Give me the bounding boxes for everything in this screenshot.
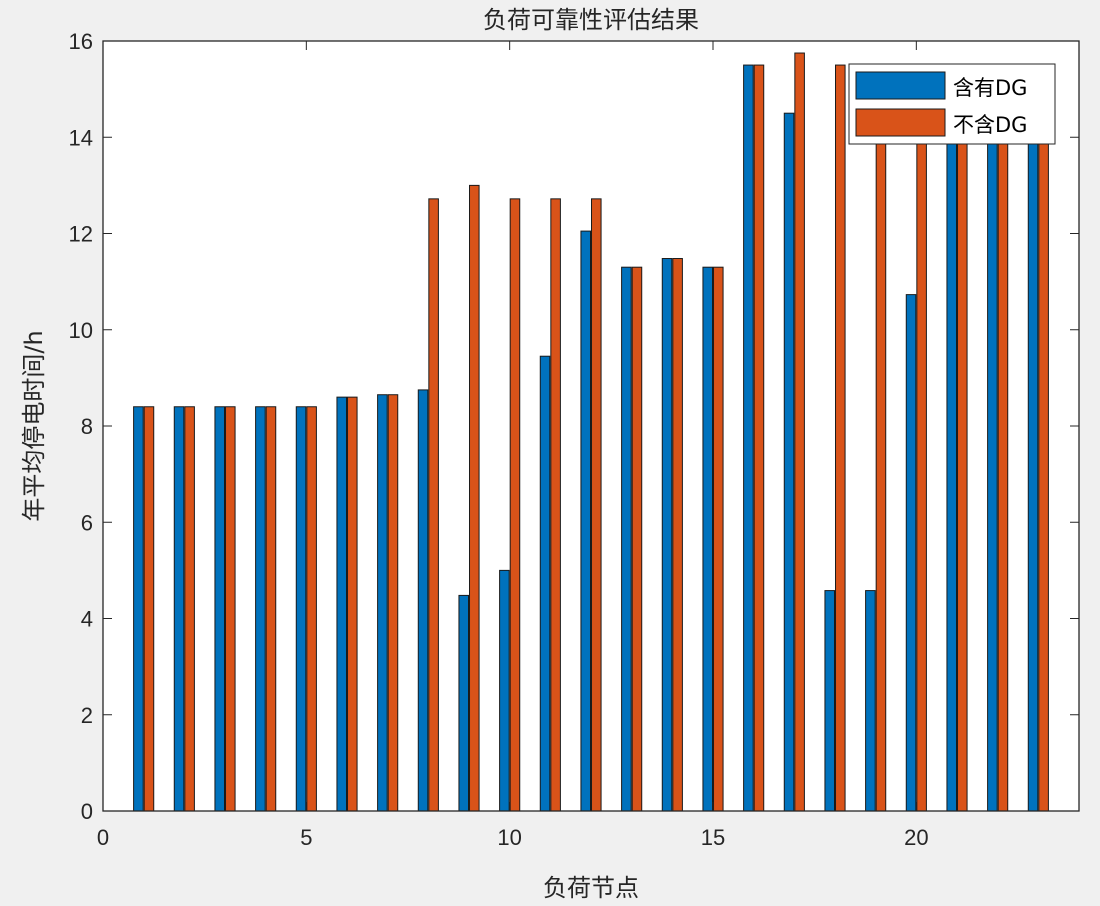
bar-series-2-node-13 bbox=[631, 266, 643, 812]
bar-series-1-node-3 bbox=[214, 406, 226, 812]
bar-series-2-node-9 bbox=[469, 184, 480, 812]
bar-series-1-node-12 bbox=[580, 230, 592, 812]
bar-series-2-node-6 bbox=[347, 396, 358, 812]
y-tick-label: 10 bbox=[69, 318, 93, 343]
x-tick-label: 20 bbox=[904, 825, 928, 850]
x-tick-label: 15 bbox=[701, 825, 725, 850]
bar-series-2-node-15 bbox=[713, 266, 724, 812]
bar-series-2-node-2 bbox=[184, 406, 195, 812]
bar-series-2-node-8 bbox=[428, 198, 439, 812]
bar-series-2-node-11 bbox=[550, 198, 561, 812]
bar-series-2-node-20 bbox=[916, 127, 927, 812]
x-tick-label: 0 bbox=[97, 825, 109, 850]
legend-swatch-with-dg bbox=[855, 71, 946, 100]
bar-series-2-node-19 bbox=[875, 127, 887, 812]
bar-series-2-node-17 bbox=[794, 52, 805, 812]
legend-swatch-without-dg bbox=[855, 108, 946, 137]
bar-series-2-node-12 bbox=[591, 198, 602, 812]
y-tick-label: 2 bbox=[81, 703, 93, 728]
bar-series-1-node-9 bbox=[458, 594, 470, 812]
x-tick-label: 10 bbox=[497, 825, 521, 850]
bar-series-1-node-17 bbox=[783, 112, 795, 812]
bar-series-2-node-16 bbox=[753, 64, 765, 812]
bar-series-1-node-20 bbox=[905, 294, 917, 812]
bar-series-1-node-4 bbox=[255, 406, 266, 812]
chart-title: 负荷可靠性评估结果 bbox=[483, 6, 699, 34]
x-tick-label: 5 bbox=[300, 825, 312, 850]
y-tick-label: 8 bbox=[81, 414, 93, 439]
bar-series-1-node-6 bbox=[336, 396, 348, 812]
legend-label-without-dg: 不含DG bbox=[953, 113, 1027, 137]
bar-series-1-node-23 bbox=[1027, 127, 1039, 812]
y-tick-label: 0 bbox=[81, 799, 93, 824]
bar-series-1-node-1 bbox=[133, 406, 144, 812]
bar-series-1-node-2 bbox=[173, 406, 185, 812]
bar-series-1-node-19 bbox=[865, 590, 876, 812]
bar-series-2-node-1 bbox=[143, 406, 155, 812]
ticks-group: 0 5 10 15 20 0 2 4 6 8 10 12 14 16 bbox=[69, 29, 1079, 850]
bar-series-1-node-13 bbox=[621, 266, 632, 812]
bar-series-2-node-14 bbox=[672, 258, 683, 812]
bar-series-1-node-16 bbox=[743, 64, 754, 812]
bar-series-1-node-18 bbox=[824, 590, 836, 812]
y-tick-label: 14 bbox=[69, 125, 93, 150]
bar-series-2-node-7 bbox=[387, 394, 399, 812]
bar-series-1-node-22 bbox=[987, 127, 998, 812]
y-axis-title: 年平均停电时间/h bbox=[20, 330, 48, 521]
y-tick-label: 12 bbox=[69, 222, 93, 247]
y-tick-label: 4 bbox=[81, 607, 93, 632]
bar-series-2-node-23 bbox=[1038, 127, 1049, 812]
bar-series-2-node-21 bbox=[957, 127, 968, 812]
legend-label-with-dg: 含有DG bbox=[953, 76, 1027, 100]
bar-series-2-node-4 bbox=[265, 406, 277, 812]
bar-series-1-node-10 bbox=[499, 569, 510, 812]
legend: 含有DG 不含DG bbox=[848, 63, 1056, 145]
bar-series-1-node-15 bbox=[702, 266, 714, 812]
bar-series-2-node-5 bbox=[306, 406, 317, 812]
bar-series-2-node-18 bbox=[835, 64, 846, 812]
bar-series-1-node-8 bbox=[417, 389, 429, 812]
bar-series-2-node-22 bbox=[997, 127, 1009, 812]
x-axis-title: 负荷节点 bbox=[543, 874, 639, 902]
bar-series-1-node-11 bbox=[539, 355, 551, 812]
bar-series-1-node-5 bbox=[295, 406, 307, 812]
y-tick-label: 6 bbox=[81, 510, 93, 535]
bar-series-1-node-21 bbox=[946, 127, 958, 812]
bar-series-2-node-10 bbox=[509, 198, 521, 812]
bar-series-1-node-14 bbox=[661, 258, 673, 812]
y-tick-label: 16 bbox=[69, 29, 93, 54]
bar-series-1-node-7 bbox=[377, 394, 388, 812]
bar-series-2-node-3 bbox=[225, 406, 236, 812]
